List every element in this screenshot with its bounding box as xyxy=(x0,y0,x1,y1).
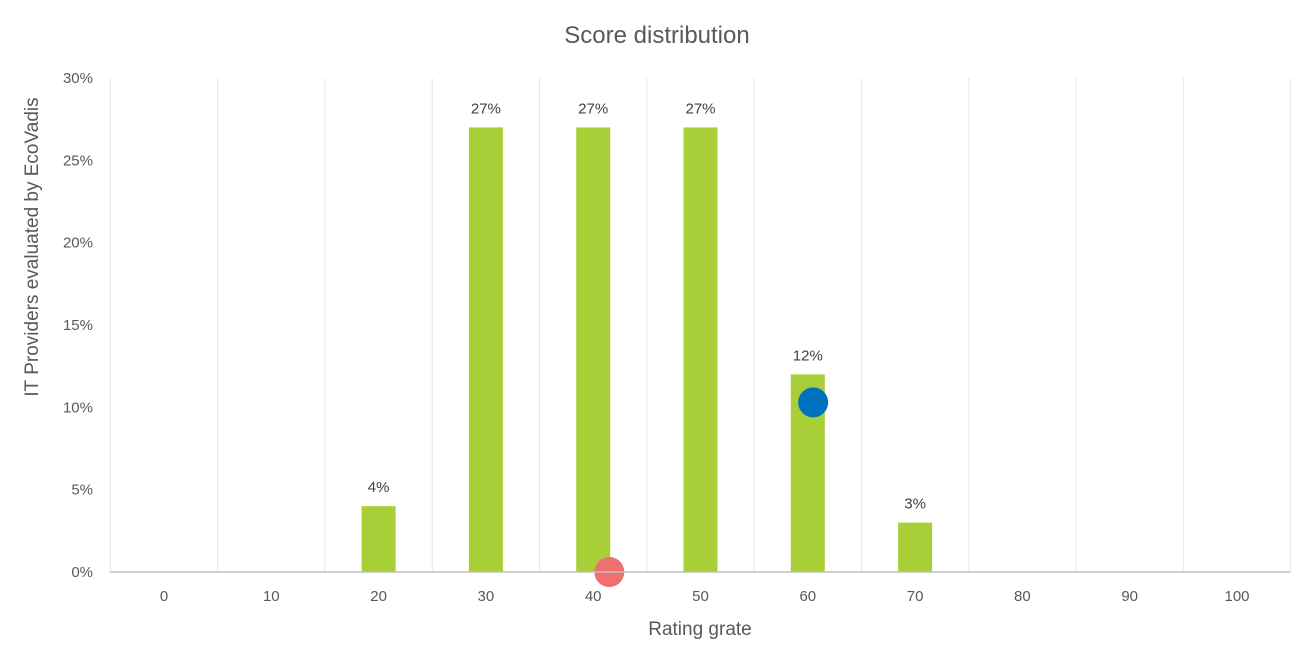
x-tick-label: 30 xyxy=(478,588,495,605)
grid-lines xyxy=(109,78,1292,572)
x-tick-label: 70 xyxy=(907,588,924,605)
x-tick-label: 80 xyxy=(1014,588,1031,605)
blue-marker xyxy=(798,387,829,418)
y-tick-label: 0% xyxy=(71,564,93,581)
bar xyxy=(683,127,718,573)
x-tick-label: 50 xyxy=(692,588,709,605)
bars xyxy=(361,127,933,573)
y-tick-label: 30% xyxy=(63,70,93,87)
data-label: 27% xyxy=(471,100,501,117)
data-label: 27% xyxy=(578,100,608,117)
y-axis-ticks: 0% 5% 10% 15% 20% 25% 30% xyxy=(63,70,93,581)
y-axis-title: IT Providers evaluated by EcoVadis xyxy=(22,97,43,396)
data-label: 27% xyxy=(685,100,715,117)
data-label: 3% xyxy=(904,496,926,513)
x-axis-title: Rating grate xyxy=(648,619,752,640)
y-tick-label: 20% xyxy=(63,235,93,252)
y-tick-label: 25% xyxy=(63,152,93,169)
x-tick-label: 40 xyxy=(585,588,602,605)
data-labels: 4% 27% 27% 27% 12% 3% xyxy=(368,100,926,512)
x-tick-label: 90 xyxy=(1121,588,1138,605)
bar xyxy=(468,127,503,573)
x-tick-label: 60 xyxy=(799,588,816,605)
x-tick-label: 100 xyxy=(1224,588,1249,605)
x-tick-label: 10 xyxy=(263,588,280,605)
bar xyxy=(898,522,933,572)
chart-title: Score distribution xyxy=(564,22,749,49)
bar xyxy=(576,127,611,573)
data-label: 12% xyxy=(793,347,823,364)
bar xyxy=(361,506,396,572)
y-tick-label: 5% xyxy=(71,482,93,499)
y-tick-label: 15% xyxy=(63,317,93,334)
x-tick-label: 0 xyxy=(160,588,168,605)
x-tick-label: 20 xyxy=(370,588,387,605)
x-axis-ticks: 0 10 20 30 40 50 60 70 80 90 100 xyxy=(160,588,1250,605)
y-tick-label: 10% xyxy=(63,399,93,416)
data-label: 4% xyxy=(368,479,390,496)
